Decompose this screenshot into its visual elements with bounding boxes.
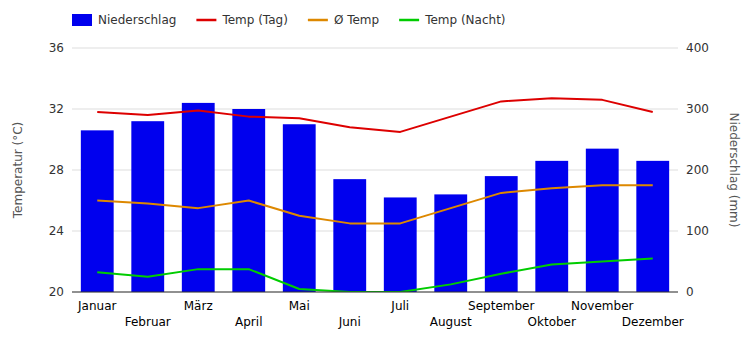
bar [182,103,215,292]
legend-label: Temp (Nacht) [424,13,505,27]
bar [586,149,619,292]
x-tick-label: Juni [338,315,361,329]
x-axis: Januar Februar März April Mai Juni Juli August S… [77,299,684,329]
chart: 20 24 28 32 36 0 100 200 300 400 Temperatur (°C) Ni… [0,0,750,350]
x-tick-label: Februar [125,315,171,329]
bar [131,121,164,292]
x-tick-label: September [468,299,534,313]
line [97,98,653,132]
x-tick-label: August [430,315,472,329]
x-tick-label: Januar [77,299,116,313]
x-tick-label: März [184,299,213,313]
y-axis: 20 24 28 32 36 [49,41,64,299]
grid-line [72,48,678,49]
y2-tick-label: 200 [686,163,709,177]
line [97,258,653,292]
x-tick-label: Oktober [528,315,576,329]
y-tick-label: 36 [49,41,64,55]
legend-swatch [399,19,419,22]
legend-swatch [196,19,216,22]
x-tick-label: April [235,315,262,329]
bar [636,161,669,292]
bar [535,161,568,292]
grid [72,48,678,292]
y-axis-label: Temperatur (°C) [11,122,25,219]
bar [384,197,417,292]
y2-axis: 0 100 200 300 400 [686,41,709,299]
y2-tick-label: 300 [686,102,709,116]
x-tick-label: Mai [289,299,310,313]
legend-label: Niederschlag [98,13,176,27]
y-tick-label: 32 [49,102,64,116]
bar [283,124,316,292]
legend: Niederschlag Temp (Tag) Ø Temp Temp (Nacht) [72,13,506,27]
grid-line [72,292,678,293]
legend-label: Temp (Tag) [221,13,287,27]
legend-label: Ø Temp [334,13,379,27]
legend-swatch [72,14,92,26]
y-tick-label: 28 [49,163,64,177]
x-tick-label: November [571,299,633,313]
grid-line [72,109,678,110]
legend-swatch [308,19,328,22]
y2-tick-label: 0 [686,285,694,299]
plot-area [81,98,669,292]
y-tick-label: 20 [49,285,64,299]
y-tick-label: 24 [49,224,64,238]
bar-series [81,103,669,292]
bar [333,179,366,292]
x-tick-label: Juli [390,299,409,313]
y2-axis-label: Niederschlag (mm) [727,113,741,228]
line [97,185,653,223]
y2-tick-label: 400 [686,41,709,55]
y2-tick-label: 100 [686,224,709,238]
bar [81,130,114,292]
x-tick-label: Dezember [622,315,684,329]
x-axis-line [72,292,678,293]
